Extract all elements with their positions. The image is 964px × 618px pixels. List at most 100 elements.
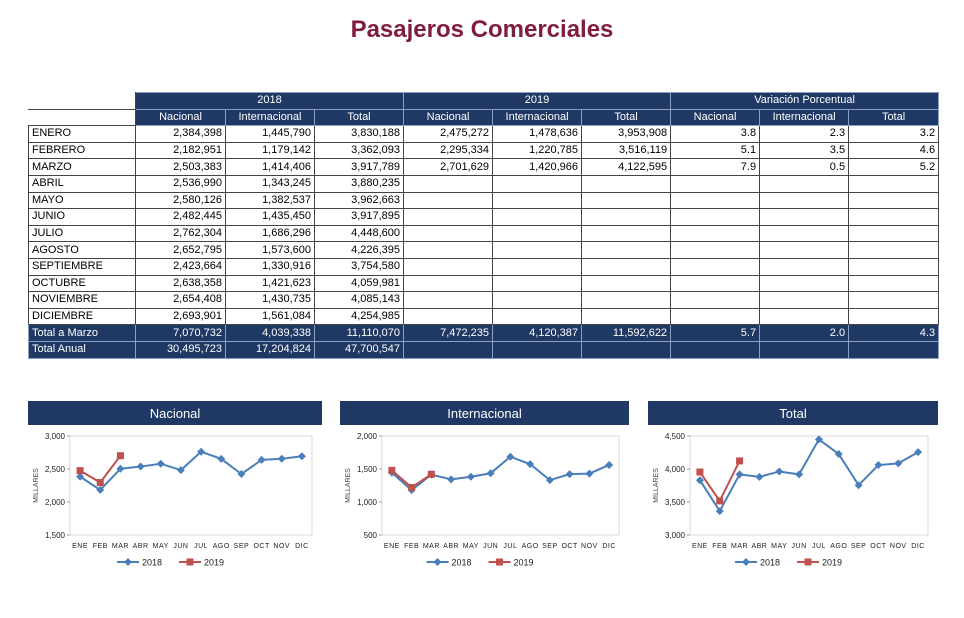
column-header: Nacional bbox=[670, 108, 761, 127]
row-label: Total a Marzo bbox=[28, 324, 136, 342]
marker bbox=[742, 558, 750, 566]
page-title: Pasajeros Comerciales bbox=[350, 16, 614, 43]
marker bbox=[156, 459, 165, 468]
x-tick-label: JUN bbox=[792, 543, 807, 550]
marker bbox=[506, 452, 515, 461]
column-header: Internacional bbox=[759, 108, 850, 127]
marker bbox=[696, 468, 704, 476]
x-tick-label: FEB bbox=[712, 543, 727, 550]
legend-label: 2018 bbox=[142, 558, 162, 568]
y-axis-label: MILLARES bbox=[345, 468, 352, 503]
marker bbox=[775, 467, 784, 476]
cell: 4.3 bbox=[848, 324, 940, 342]
cell: 2,580,126 bbox=[135, 191, 226, 210]
column-header: Nacional bbox=[135, 108, 226, 127]
cell: 1,686,296 bbox=[225, 224, 315, 243]
chart: Nacional MILLARES 1,500 2,000 2,500 3,000 ENE F… bbox=[28, 401, 322, 568]
marker bbox=[124, 558, 132, 566]
cell: 1,343,245 bbox=[225, 174, 315, 193]
chart-title: Nacional bbox=[150, 406, 201, 421]
marker bbox=[486, 469, 495, 478]
cell bbox=[848, 340, 940, 359]
cell: 1,414,406 bbox=[225, 158, 315, 176]
marker bbox=[427, 470, 435, 478]
marker bbox=[526, 460, 535, 469]
marker bbox=[715, 507, 724, 516]
y-tick-label: 2,000 bbox=[357, 432, 378, 441]
marker bbox=[695, 476, 704, 485]
legend-label: 2019 bbox=[822, 558, 842, 568]
chart: Internacional MILLARES 500 1,000 1,500 2,000 E… bbox=[340, 401, 629, 568]
y-axis-label: MILLARES bbox=[33, 468, 40, 503]
marker bbox=[388, 466, 396, 474]
series-line bbox=[79, 450, 303, 492]
table-row: JULIO 2,762,304 1,686,296 4,448,600 bbox=[28, 224, 940, 243]
cell: 2,503,383 bbox=[135, 158, 226, 176]
series-line bbox=[79, 455, 122, 484]
chart-title: Internacional bbox=[447, 406, 522, 421]
chart-header bbox=[648, 401, 938, 425]
cell: 2,384,398 bbox=[135, 125, 226, 143]
legend-label: 2018 bbox=[760, 558, 780, 568]
marker bbox=[176, 466, 185, 475]
cell: 5.7 bbox=[670, 324, 761, 342]
chart: Total MILLARES 3,000 3,500 4,000 4,500 ENE FEB M… bbox=[648, 401, 938, 568]
x-tick-label: JUL bbox=[503, 543, 517, 550]
y-axis-label: MILLARES bbox=[653, 468, 660, 503]
marker bbox=[736, 457, 744, 465]
x-tick-label: SEP bbox=[851, 543, 867, 550]
marker bbox=[96, 479, 104, 487]
marker bbox=[76, 467, 84, 475]
marker bbox=[237, 470, 246, 479]
marker bbox=[76, 472, 85, 481]
series-line bbox=[699, 460, 741, 503]
x-tick-label: JUL bbox=[812, 543, 826, 550]
series-line bbox=[391, 455, 610, 492]
x-tick-label: MAY bbox=[463, 543, 479, 550]
cell: 11,592,622 bbox=[581, 324, 672, 342]
y-tick-label: 1,500 bbox=[357, 465, 378, 474]
y-tick-label: 1,000 bbox=[357, 498, 378, 507]
marker bbox=[466, 472, 475, 481]
x-tick-label: SEP bbox=[234, 543, 250, 550]
marker bbox=[545, 476, 554, 485]
x-tick-label: JUL bbox=[194, 543, 208, 550]
cell bbox=[403, 340, 494, 359]
y-tick-label: 2,500 bbox=[45, 465, 66, 474]
x-tick-label: FEB bbox=[93, 543, 108, 550]
chart-title: Total bbox=[779, 406, 807, 421]
marker bbox=[735, 470, 744, 479]
x-tick-label: ENE bbox=[72, 543, 88, 550]
y-tick-label: 3,000 bbox=[665, 531, 686, 540]
legend-label: 2019 bbox=[514, 558, 534, 568]
table-row: SEPTIEMBRE 2,423,664 1,330,916 3,754,580 bbox=[28, 257, 940, 276]
marker bbox=[197, 447, 206, 456]
marker bbox=[755, 472, 764, 481]
chart-header bbox=[28, 401, 322, 425]
table-row: JUNIO 2,482,445 1,435,450 3,917,895 bbox=[28, 208, 940, 226]
column-header: Total bbox=[581, 108, 672, 127]
y-tick-label: 2,000 bbox=[45, 498, 66, 507]
x-tick-label: DIC bbox=[602, 543, 616, 550]
x-tick-label: NOV bbox=[581, 543, 598, 550]
cell bbox=[492, 340, 583, 359]
cell: 1,382,537 bbox=[225, 191, 315, 210]
row-label: Total Anual bbox=[28, 340, 136, 359]
x-tick-label: AGO bbox=[213, 543, 230, 550]
column-header: Internacional bbox=[492, 108, 583, 127]
x-tick-label: AGO bbox=[522, 543, 539, 550]
marker bbox=[186, 558, 194, 566]
row-label: FEBRERO bbox=[28, 141, 136, 160]
y-tick-label: 1,500 bbox=[45, 531, 66, 540]
table-row: AGOSTO 2,652,795 1,573,600 4,226,395 bbox=[28, 241, 940, 259]
x-tick-label: MAY bbox=[771, 543, 787, 550]
marker bbox=[804, 558, 812, 566]
cell: 2,701,629 bbox=[403, 158, 494, 176]
x-tick-label: OCT bbox=[870, 543, 887, 550]
y-tick-label: 3,000 bbox=[45, 432, 66, 441]
cell: 4,122,595 bbox=[581, 158, 672, 176]
cell: 30,495,723 bbox=[135, 340, 226, 359]
marker bbox=[408, 483, 416, 491]
x-tick-label: MAR bbox=[731, 543, 748, 550]
